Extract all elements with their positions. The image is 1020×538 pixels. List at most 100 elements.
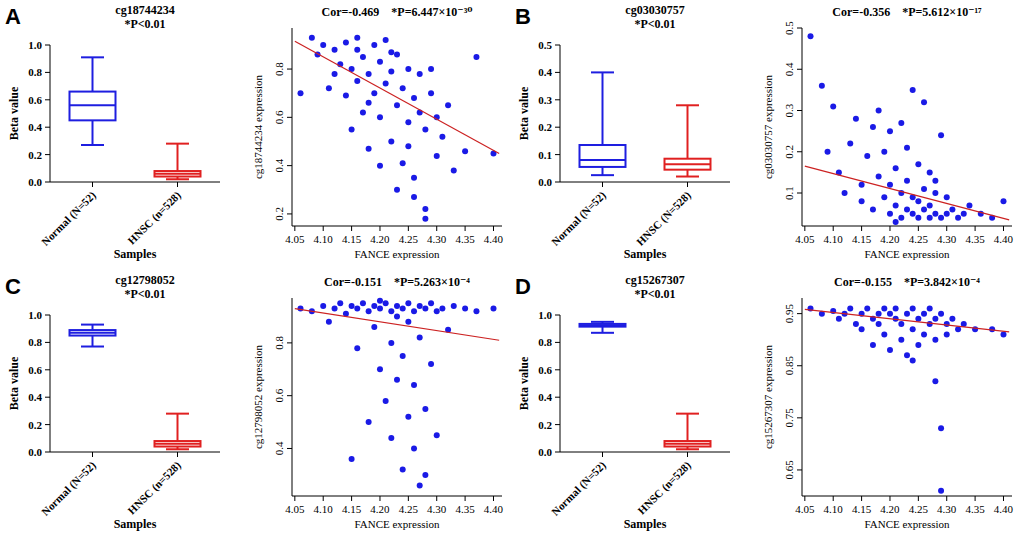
x-tick-label: 4.15 (342, 503, 362, 515)
y-axis-label: cg03030757 expression (762, 74, 774, 179)
median (580, 159, 626, 161)
plot-area (295, 35, 499, 222)
x-tick-label: 4.40 (994, 503, 1014, 515)
point (366, 100, 372, 106)
x-tick-label: HNSC (N=528) (634, 189, 694, 249)
point (881, 305, 887, 311)
point (870, 124, 876, 130)
point (898, 337, 904, 343)
x-tick (92, 452, 93, 457)
point (371, 324, 377, 330)
y-axis (802, 28, 803, 226)
x-tick-label: 4.15 (342, 233, 362, 245)
point (887, 211, 893, 217)
x-tick (687, 182, 688, 187)
x-tick (351, 496, 352, 501)
point (400, 85, 406, 91)
x-tick-label: 4.35 (455, 233, 475, 245)
point (371, 90, 377, 96)
y-tick (797, 69, 802, 70)
cap-high (591, 71, 614, 73)
x-axis-label: Samples (114, 247, 157, 261)
point (326, 85, 332, 91)
box (665, 105, 711, 176)
point (847, 141, 853, 147)
box-body (665, 159, 711, 170)
y-tick-label: 0.8 (538, 336, 552, 348)
x-tick (436, 226, 437, 231)
cap-low (166, 178, 189, 180)
panel-scatter: Cor=-0.469*P=6.447×10⁻³⁰cg18744234 expre… (252, 5, 504, 260)
point (830, 103, 836, 109)
x-tick-label: 4.20 (880, 233, 900, 245)
x-tick-label: 4.30 (427, 503, 447, 515)
point (910, 358, 916, 364)
panel-label: D (515, 274, 531, 299)
y-tick (797, 151, 802, 152)
point (893, 219, 899, 225)
x-tick-label: 4.15 (852, 233, 872, 245)
y-tick (555, 182, 560, 183)
x-tick (889, 226, 890, 231)
point (388, 435, 394, 441)
y-tick-label: 0.65 (783, 460, 795, 480)
title: Cor=-0.151*P=5.263×10⁻⁴ (324, 275, 470, 289)
y-tick-label: 0.6 (538, 364, 552, 376)
y-tick (45, 45, 50, 46)
fit-line (295, 309, 499, 341)
point (473, 54, 479, 60)
point (949, 316, 955, 322)
whisker-high (687, 105, 689, 158)
point (932, 190, 938, 196)
box (580, 72, 626, 175)
y-tick (555, 397, 560, 398)
point (388, 308, 394, 314)
point (332, 71, 338, 77)
point (859, 326, 865, 332)
y-tick-label: 0.4 (28, 391, 42, 403)
point (394, 303, 400, 309)
x-tick-label: 4.10 (314, 233, 334, 245)
point (898, 321, 904, 327)
x-tick-label: 4.05 (285, 503, 305, 515)
whisker-low (687, 170, 689, 177)
point (377, 59, 383, 65)
y-tick-label: 0.2 (28, 149, 42, 161)
x-tick (602, 182, 603, 187)
x-tick-label: 4.30 (937, 233, 957, 245)
point (366, 419, 372, 425)
point (354, 78, 360, 84)
point (417, 335, 423, 341)
y-tick-label: 0.1 (538, 149, 552, 161)
x-tick (465, 496, 466, 501)
panel-label: C (5, 274, 21, 299)
point (876, 174, 882, 180)
y-tick (287, 69, 292, 70)
x-tick-label: 4.25 (399, 233, 419, 245)
y-tick (45, 154, 50, 155)
cap-low (166, 448, 189, 450)
cap-high (166, 413, 189, 415)
title-p: *P=3.842×10⁻⁴ (904, 275, 980, 289)
y-tick-label: 0.0 (538, 176, 552, 188)
box (665, 414, 711, 450)
point (944, 211, 950, 217)
box-body (155, 441, 201, 446)
x-tick-label: Normal (N=52) (549, 459, 609, 519)
point (405, 66, 411, 72)
point (428, 90, 434, 96)
point (360, 300, 366, 306)
point (864, 305, 870, 311)
y-tick (287, 395, 292, 396)
y-tick-label: 0.3 (538, 94, 552, 106)
box (155, 414, 201, 450)
point (966, 202, 972, 208)
point (881, 331, 887, 337)
point (1000, 198, 1006, 204)
y-tick-label: 0.8 (28, 336, 42, 348)
x-tick-label: 4.15 (852, 503, 872, 515)
x-tick-label: 4.40 (484, 233, 504, 245)
cap-low (591, 174, 614, 176)
point (354, 35, 360, 41)
point (354, 47, 360, 53)
